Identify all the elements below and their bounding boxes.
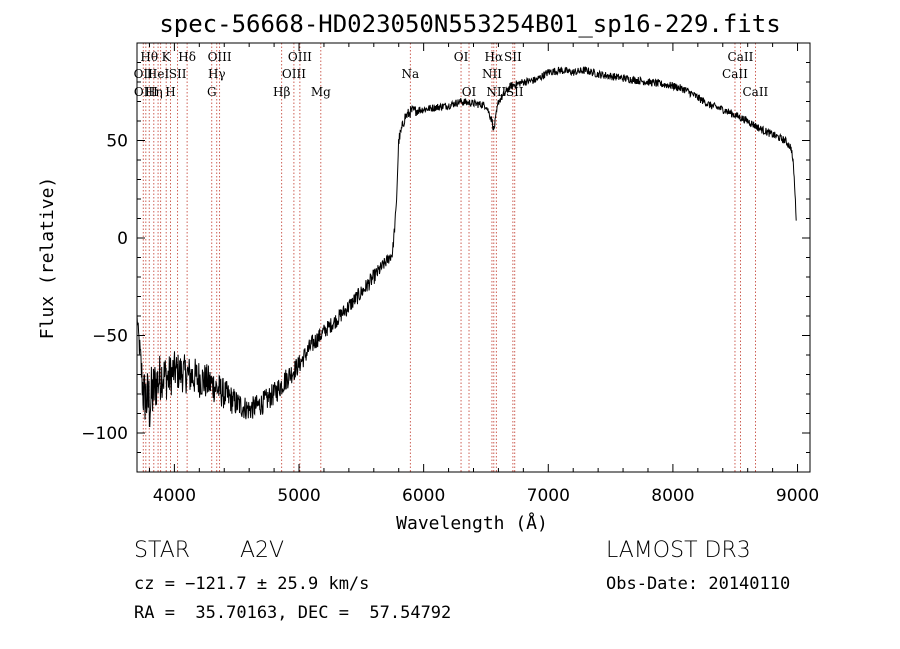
spectral-line-label: HeI [147,67,170,81]
x-tick-label: 7000 [527,486,570,506]
spectral-line-label: OIII [288,50,312,64]
spectrum-chart: spec-56668-HD023050N553254B01_sp16-229.f… [37,10,819,534]
object-subclass: A2V [240,538,285,563]
spectral-line-label: CaII [722,67,748,81]
spectral-line-label: Na [401,67,419,81]
x-tick-label: 6000 [402,486,445,506]
y-tick-label: 0 [117,229,128,249]
spectral-line-label: Mg [311,85,331,99]
spectral-line-label: Hδ [178,50,196,64]
x-tick-label: 8000 [651,486,694,506]
spectral-line-label: Hθ [140,50,158,64]
spectrum-series [136,65,797,427]
survey-name: LAMOST DR3 [606,538,751,563]
spectral-line-label: OIII [208,50,232,64]
obs-date-text: Obs-Date: 20140110 [606,574,791,594]
x-axis-label: Wavelength (Å) [396,512,548,534]
x-axis-ticks: 4000 5000 6000 7000 8000 9000 [148,43,819,506]
coordinates-text: RA = 35.70163, DEC = 57.54792 [134,603,452,623]
spectral-line-label: G [207,85,217,99]
spectral-line-label: OI [462,85,477,99]
spectral-line-label: OI [454,50,469,64]
spectral-line-label: Hη [145,85,163,99]
spectral-line-label: CaII [742,85,768,99]
spectral-line-label: Hβ [273,85,290,99]
object-type: STAR [134,538,191,563]
y-tick-label: −50 [92,327,128,347]
spectral-line-label: H [165,85,175,99]
spectral-line-label: OIII [134,85,158,99]
spectral-line-label: SII [504,50,522,64]
spectral-line-label: Hα [485,50,504,64]
y-tick-label: −100 [81,424,128,444]
y-axis-label: Flux (relative) [37,177,58,340]
spectral-line-label: NII [482,67,502,81]
spectral-line-label: CaII [728,50,754,64]
spectral-line-markers [142,43,756,472]
spectral-line-labels: OII OIII Hθ Hη HeI K H SII Hδ G Hγ OIII Hβ OIII OIII Mg… [134,50,769,99]
x-tick-label: 4000 [153,486,196,506]
spectral-line-label: Hγ [208,67,226,81]
x-tick-label: 9000 [776,486,819,506]
redshift-text: cz = −121.7 ± 25.9 km/s [134,574,370,594]
y-tick-label: 50 [106,132,128,152]
spectral-line-label: SII [506,85,524,99]
spectral-line-label: K [162,50,172,64]
y-axis-ticks: −100 −50 0 50 [81,62,810,473]
spectral-line-label: OIII [282,67,306,81]
spectral-line-label: OII [134,67,154,81]
spectral-line-label: SII [169,67,187,81]
x-tick-label: 5000 [277,486,320,506]
chart-title: spec-56668-HD023050N553254B01_sp16-229.f… [159,10,780,38]
